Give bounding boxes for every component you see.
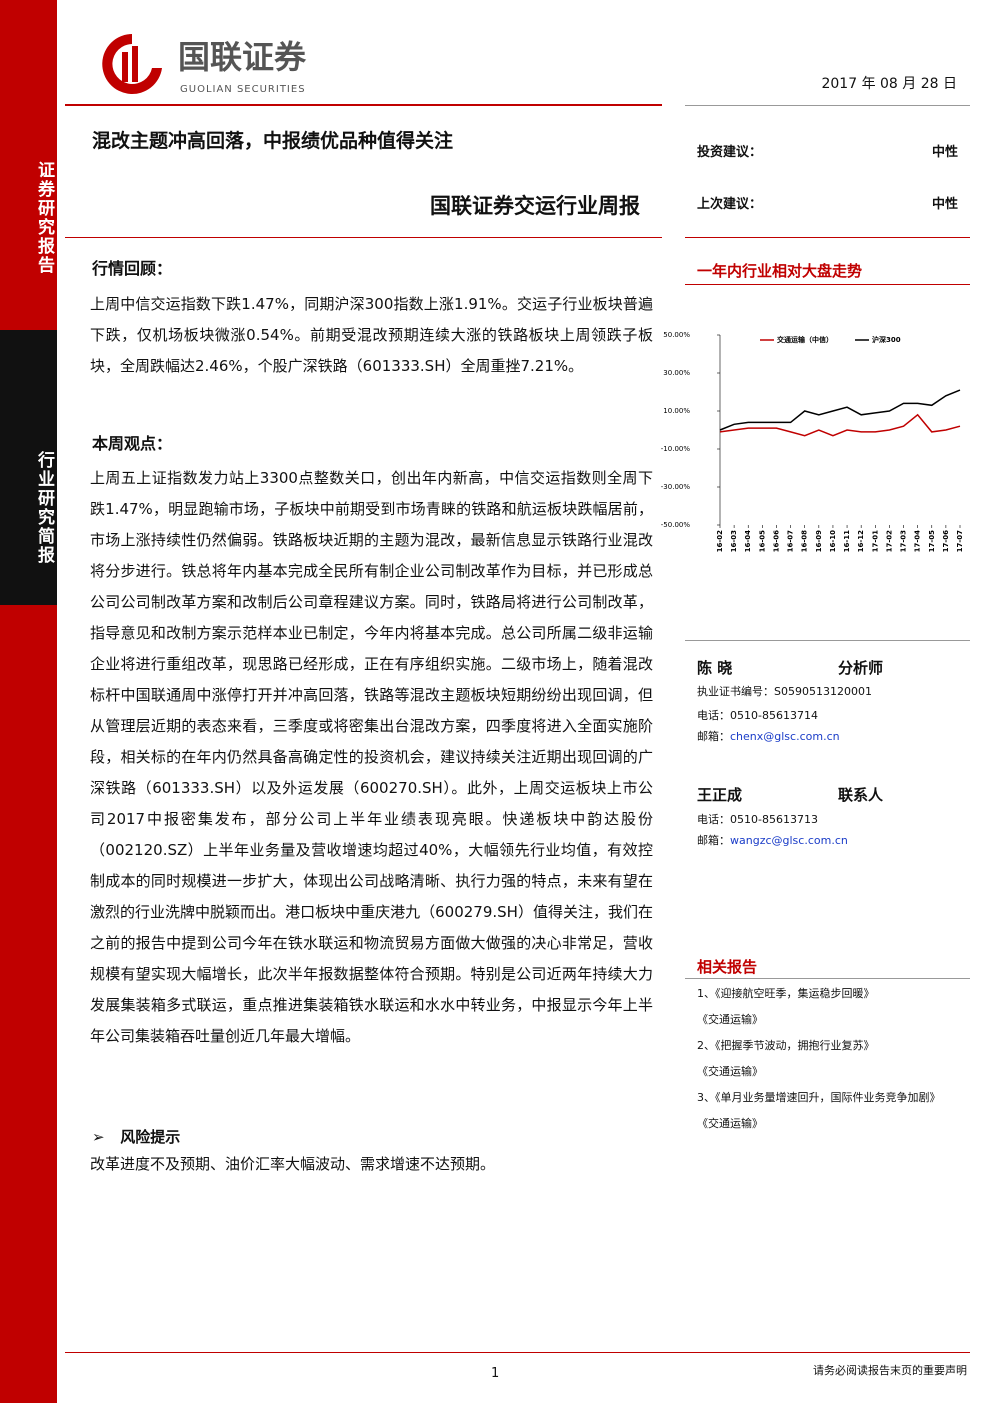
email-label: 邮箱： <box>697 730 730 743</box>
chart-title: 一年内行业相对大盘走势 <box>697 262 863 280</box>
logo-mark <box>102 34 162 94</box>
analyst-name: 陈 晓 <box>697 659 733 677</box>
x-tick-label: 17-07 <box>956 530 964 553</box>
rating-value: 中性 <box>932 197 959 212</box>
rule <box>685 105 970 106</box>
x-tick-label: 16-09 <box>815 530 823 553</box>
y-tick-label: -30.00% <box>661 483 691 491</box>
analyst-phone: 电话：0510-85613713 <box>697 813 818 826</box>
paragraph: 改革进度不及预期、油价汇率大幅波动、需求增速不达预期。 <box>90 1155 496 1173</box>
legend-label: 交通运输（中信） <box>777 335 833 344</box>
section-heading: 行情回顾： <box>92 259 173 278</box>
disclaimer: 请务必阅读报告末页的重要声明 <box>813 1364 967 1377</box>
related-item: 3、《单月业务量增速回升，国际件业务竞争加剧》 <box>697 1091 941 1104</box>
analyst-role: 分析师 <box>838 659 884 677</box>
analyst-phone: 电话：0510-85613714 <box>697 709 818 722</box>
analyst-name: 王正成 <box>697 786 743 804</box>
rule <box>65 237 662 238</box>
section-heading: 本周观点： <box>92 434 173 453</box>
title: 混改主题冲高回落，中报绩优品种值得关注 <box>92 130 454 152</box>
x-tick-label: 16-06 <box>772 530 780 553</box>
logo-mark <box>122 52 128 82</box>
x-tick-label: 17-01 <box>871 530 879 553</box>
y-tick-label: 10.00% <box>663 407 690 415</box>
y-tick-label: 50.00% <box>663 331 690 339</box>
x-tick-label: 16-04 <box>744 530 752 553</box>
rule <box>65 104 662 106</box>
x-tick-label: 16-10 <box>829 530 837 553</box>
x-tick-label: 16-07 <box>787 530 795 553</box>
email-link[interactable]: wangzc@glsc.com.cn <box>730 834 848 847</box>
bullet: ➢ <box>92 1128 105 1146</box>
related-item: 《交通运输》 <box>697 1065 763 1078</box>
analyst-cert: 执业证书编号：S0590513120001 <box>697 685 872 698</box>
date: 2017 年 08 月 28 日 <box>821 76 957 92</box>
heading-text: 风险提示 <box>120 1128 181 1146</box>
x-tick-label: 17-05 <box>928 530 936 553</box>
x-tick-label: 16-05 <box>758 530 766 553</box>
logo-text: 国联证券 <box>178 38 307 76</box>
x-tick-label: 16-12 <box>857 530 865 553</box>
sidebar-label: 证券研究报告 <box>34 161 54 275</box>
subtitle: 国联证券交运行业周报 <box>430 193 640 218</box>
x-tick-label: 17-04 <box>914 530 922 553</box>
rule <box>685 978 970 979</box>
y-tick-label: -10.00% <box>661 445 691 453</box>
x-tick-label: 16-03 <box>730 530 738 553</box>
y-tick-label: 30.00% <box>663 369 690 377</box>
related-item: 《交通运输》 <box>697 1013 763 1026</box>
email-link[interactable]: chenx@glsc.com.cn <box>730 730 840 743</box>
y-tick-label: -50.00% <box>661 521 691 529</box>
rule <box>685 640 970 641</box>
rating-label: 上次建议： <box>697 197 763 212</box>
x-tick-label: 16-08 <box>801 530 809 553</box>
x-tick-label: 16-11 <box>843 530 851 553</box>
rule <box>685 284 970 285</box>
risk-heading: ➢ 风险提示 <box>92 1126 180 1147</box>
chart: 50.00% 30.00% 10.00% -10.00% -30.00% -50.00% 1… <box>660 320 970 564</box>
logo-mark <box>132 46 138 82</box>
paragraph: 上周五上证指数发力站上3300点整数关口，创出年内新高，中信交运指数则全周下跌1… <box>90 469 653 1045</box>
rule <box>685 237 970 238</box>
page-number: 1 <box>491 1366 500 1381</box>
x-tick-label: 17-06 <box>942 530 950 553</box>
rating-value: 中性 <box>932 145 959 160</box>
related-item: 2、《把握季节波动，拥抱行业复苏》 <box>697 1039 875 1052</box>
related-heading: 相关报告 <box>697 958 758 976</box>
analyst-role: 联系人 <box>838 786 884 804</box>
rating-label: 投资建议： <box>697 145 763 160</box>
analyst-email: 邮箱：chenx@glsc.com.cn <box>697 728 840 744</box>
sidebar-bottom <box>0 605 57 1403</box>
chart-svg: 50.00% 30.00% 10.00% -10.00% -30.00% -50.00% 1… <box>661 331 964 553</box>
rule <box>65 1352 970 1353</box>
x-tick-label: 16-02 <box>716 530 724 553</box>
x-tick-label: 17-02 <box>885 530 893 553</box>
logo-en: GUOLIAN SECURITIES <box>180 84 306 95</box>
related-item: 《交通运输》 <box>697 1117 763 1130</box>
related-item: 1、《迎接航空旺季，集运稳步回暖》 <box>697 987 875 1000</box>
logo: 国联证券 GUOLIAN SECURITIES <box>102 34 307 95</box>
legend-label: 沪深300 <box>872 335 901 344</box>
x-tick-label: 17-03 <box>900 530 908 553</box>
email-label: 邮箱： <box>697 834 730 847</box>
paragraph: 上周中信交运指数下跌1.47%，同期沪深300指数上涨1.91%。交运子行业板块… <box>90 295 653 375</box>
line-series <box>719 413 961 437</box>
sidebar-mid: 行业研究简报 <box>0 330 57 605</box>
sidebar-top: 证券研究报告 <box>0 0 57 330</box>
sidebar-label: 行业研究简报 <box>34 450 54 565</box>
line-series <box>719 389 961 431</box>
analyst-email: 邮箱：wangzc@glsc.com.cn <box>697 832 848 848</box>
